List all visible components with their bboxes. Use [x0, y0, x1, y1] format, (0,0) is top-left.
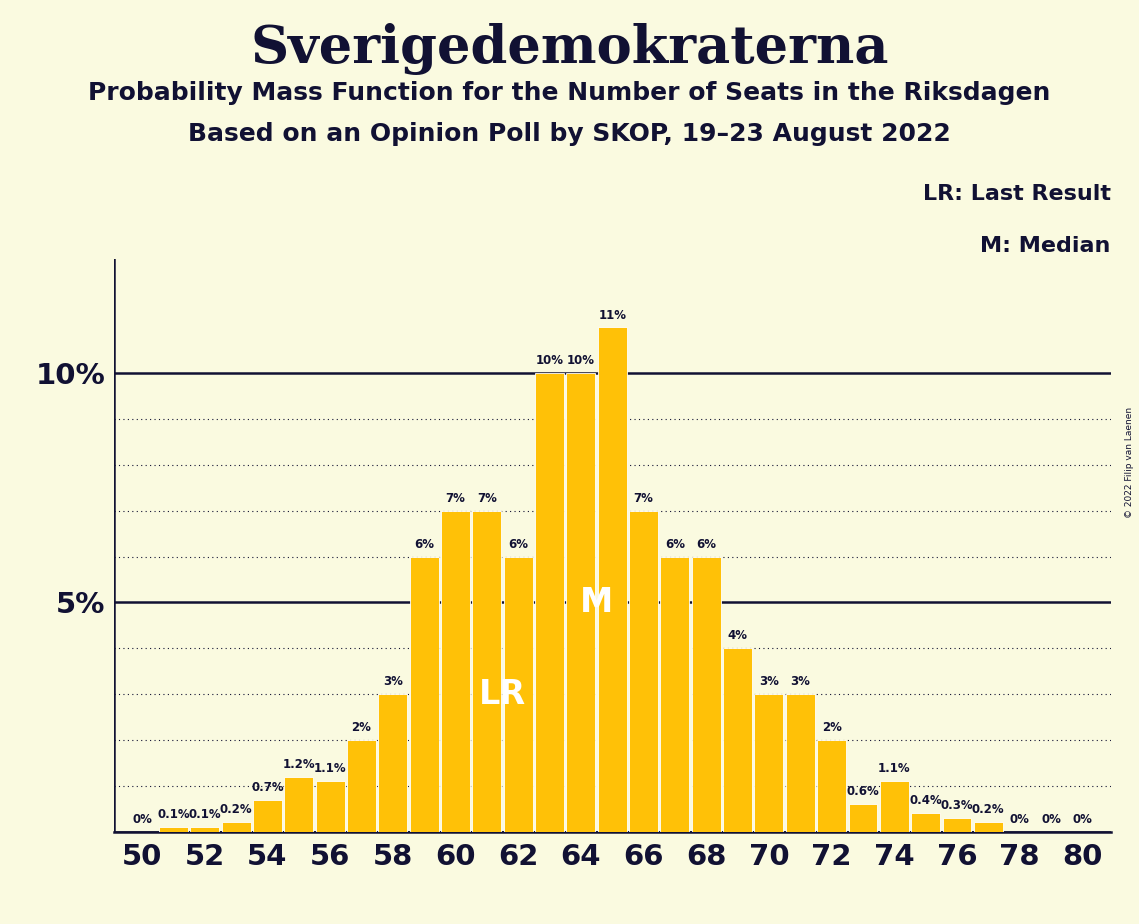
- Text: 7%: 7%: [477, 492, 497, 505]
- Bar: [943, 818, 972, 832]
- Text: 0.1%: 0.1%: [157, 808, 190, 821]
- Text: LR: LR: [480, 677, 526, 711]
- Text: 0.7%: 0.7%: [252, 781, 284, 794]
- Text: 0%: 0%: [1073, 812, 1092, 826]
- Bar: [817, 740, 846, 832]
- Bar: [503, 556, 533, 832]
- Text: 0.6%: 0.6%: [846, 785, 879, 798]
- Bar: [661, 556, 689, 832]
- Bar: [535, 373, 564, 832]
- Text: 1.2%: 1.2%: [282, 758, 316, 771]
- Text: 0.2%: 0.2%: [972, 804, 1005, 817]
- Text: 10%: 10%: [567, 354, 595, 368]
- Text: 7%: 7%: [445, 492, 466, 505]
- Text: © 2022 Filip van Laenen: © 2022 Filip van Laenen: [1125, 407, 1134, 517]
- Text: Probability Mass Function for the Number of Seats in the Riksdagen: Probability Mass Function for the Number…: [89, 81, 1050, 105]
- Bar: [347, 740, 376, 832]
- Text: Sverigedemokraterna: Sverigedemokraterna: [251, 23, 888, 75]
- Text: 6%: 6%: [415, 538, 434, 551]
- Bar: [253, 799, 281, 832]
- Bar: [786, 694, 814, 832]
- Text: Based on an Opinion Poll by SKOP, 19–23 August 2022: Based on an Opinion Poll by SKOP, 19–23 …: [188, 122, 951, 146]
- Bar: [441, 511, 470, 832]
- Text: 3%: 3%: [790, 675, 810, 688]
- Text: 1.1%: 1.1%: [878, 762, 910, 775]
- Bar: [566, 373, 596, 832]
- Text: 0.4%: 0.4%: [909, 795, 942, 808]
- Text: M: M: [580, 586, 613, 619]
- Text: 0%: 0%: [132, 812, 151, 826]
- Text: 0.2%: 0.2%: [220, 804, 253, 817]
- Text: 4%: 4%: [728, 629, 747, 642]
- Text: 2%: 2%: [352, 721, 371, 734]
- Bar: [190, 827, 219, 832]
- Bar: [316, 781, 345, 832]
- Text: 6%: 6%: [508, 538, 528, 551]
- Bar: [285, 776, 313, 832]
- Text: 10%: 10%: [535, 354, 564, 368]
- Bar: [691, 556, 721, 832]
- Bar: [473, 511, 501, 832]
- Text: 0.3%: 0.3%: [941, 799, 973, 812]
- Text: 6%: 6%: [665, 538, 685, 551]
- Bar: [849, 804, 877, 832]
- Text: 0%: 0%: [1041, 812, 1060, 826]
- Text: 0%: 0%: [1009, 812, 1030, 826]
- Bar: [723, 649, 752, 832]
- Text: 6%: 6%: [696, 538, 716, 551]
- Text: 7%: 7%: [633, 492, 654, 505]
- Bar: [629, 511, 658, 832]
- Bar: [879, 781, 909, 832]
- Text: 3%: 3%: [759, 675, 779, 688]
- Bar: [410, 556, 439, 832]
- Bar: [222, 822, 251, 832]
- Bar: [159, 827, 188, 832]
- Text: 1.1%: 1.1%: [314, 762, 346, 775]
- Text: M: Median: M: Median: [981, 236, 1111, 256]
- Text: 0.1%: 0.1%: [188, 808, 221, 821]
- Text: 3%: 3%: [383, 675, 403, 688]
- Text: LR: Last Result: LR: Last Result: [923, 184, 1111, 204]
- Bar: [598, 327, 626, 832]
- Bar: [378, 694, 408, 832]
- Text: 2%: 2%: [821, 721, 842, 734]
- Bar: [974, 822, 1002, 832]
- Text: 11%: 11%: [598, 309, 626, 322]
- Bar: [754, 694, 784, 832]
- Bar: [911, 813, 940, 832]
